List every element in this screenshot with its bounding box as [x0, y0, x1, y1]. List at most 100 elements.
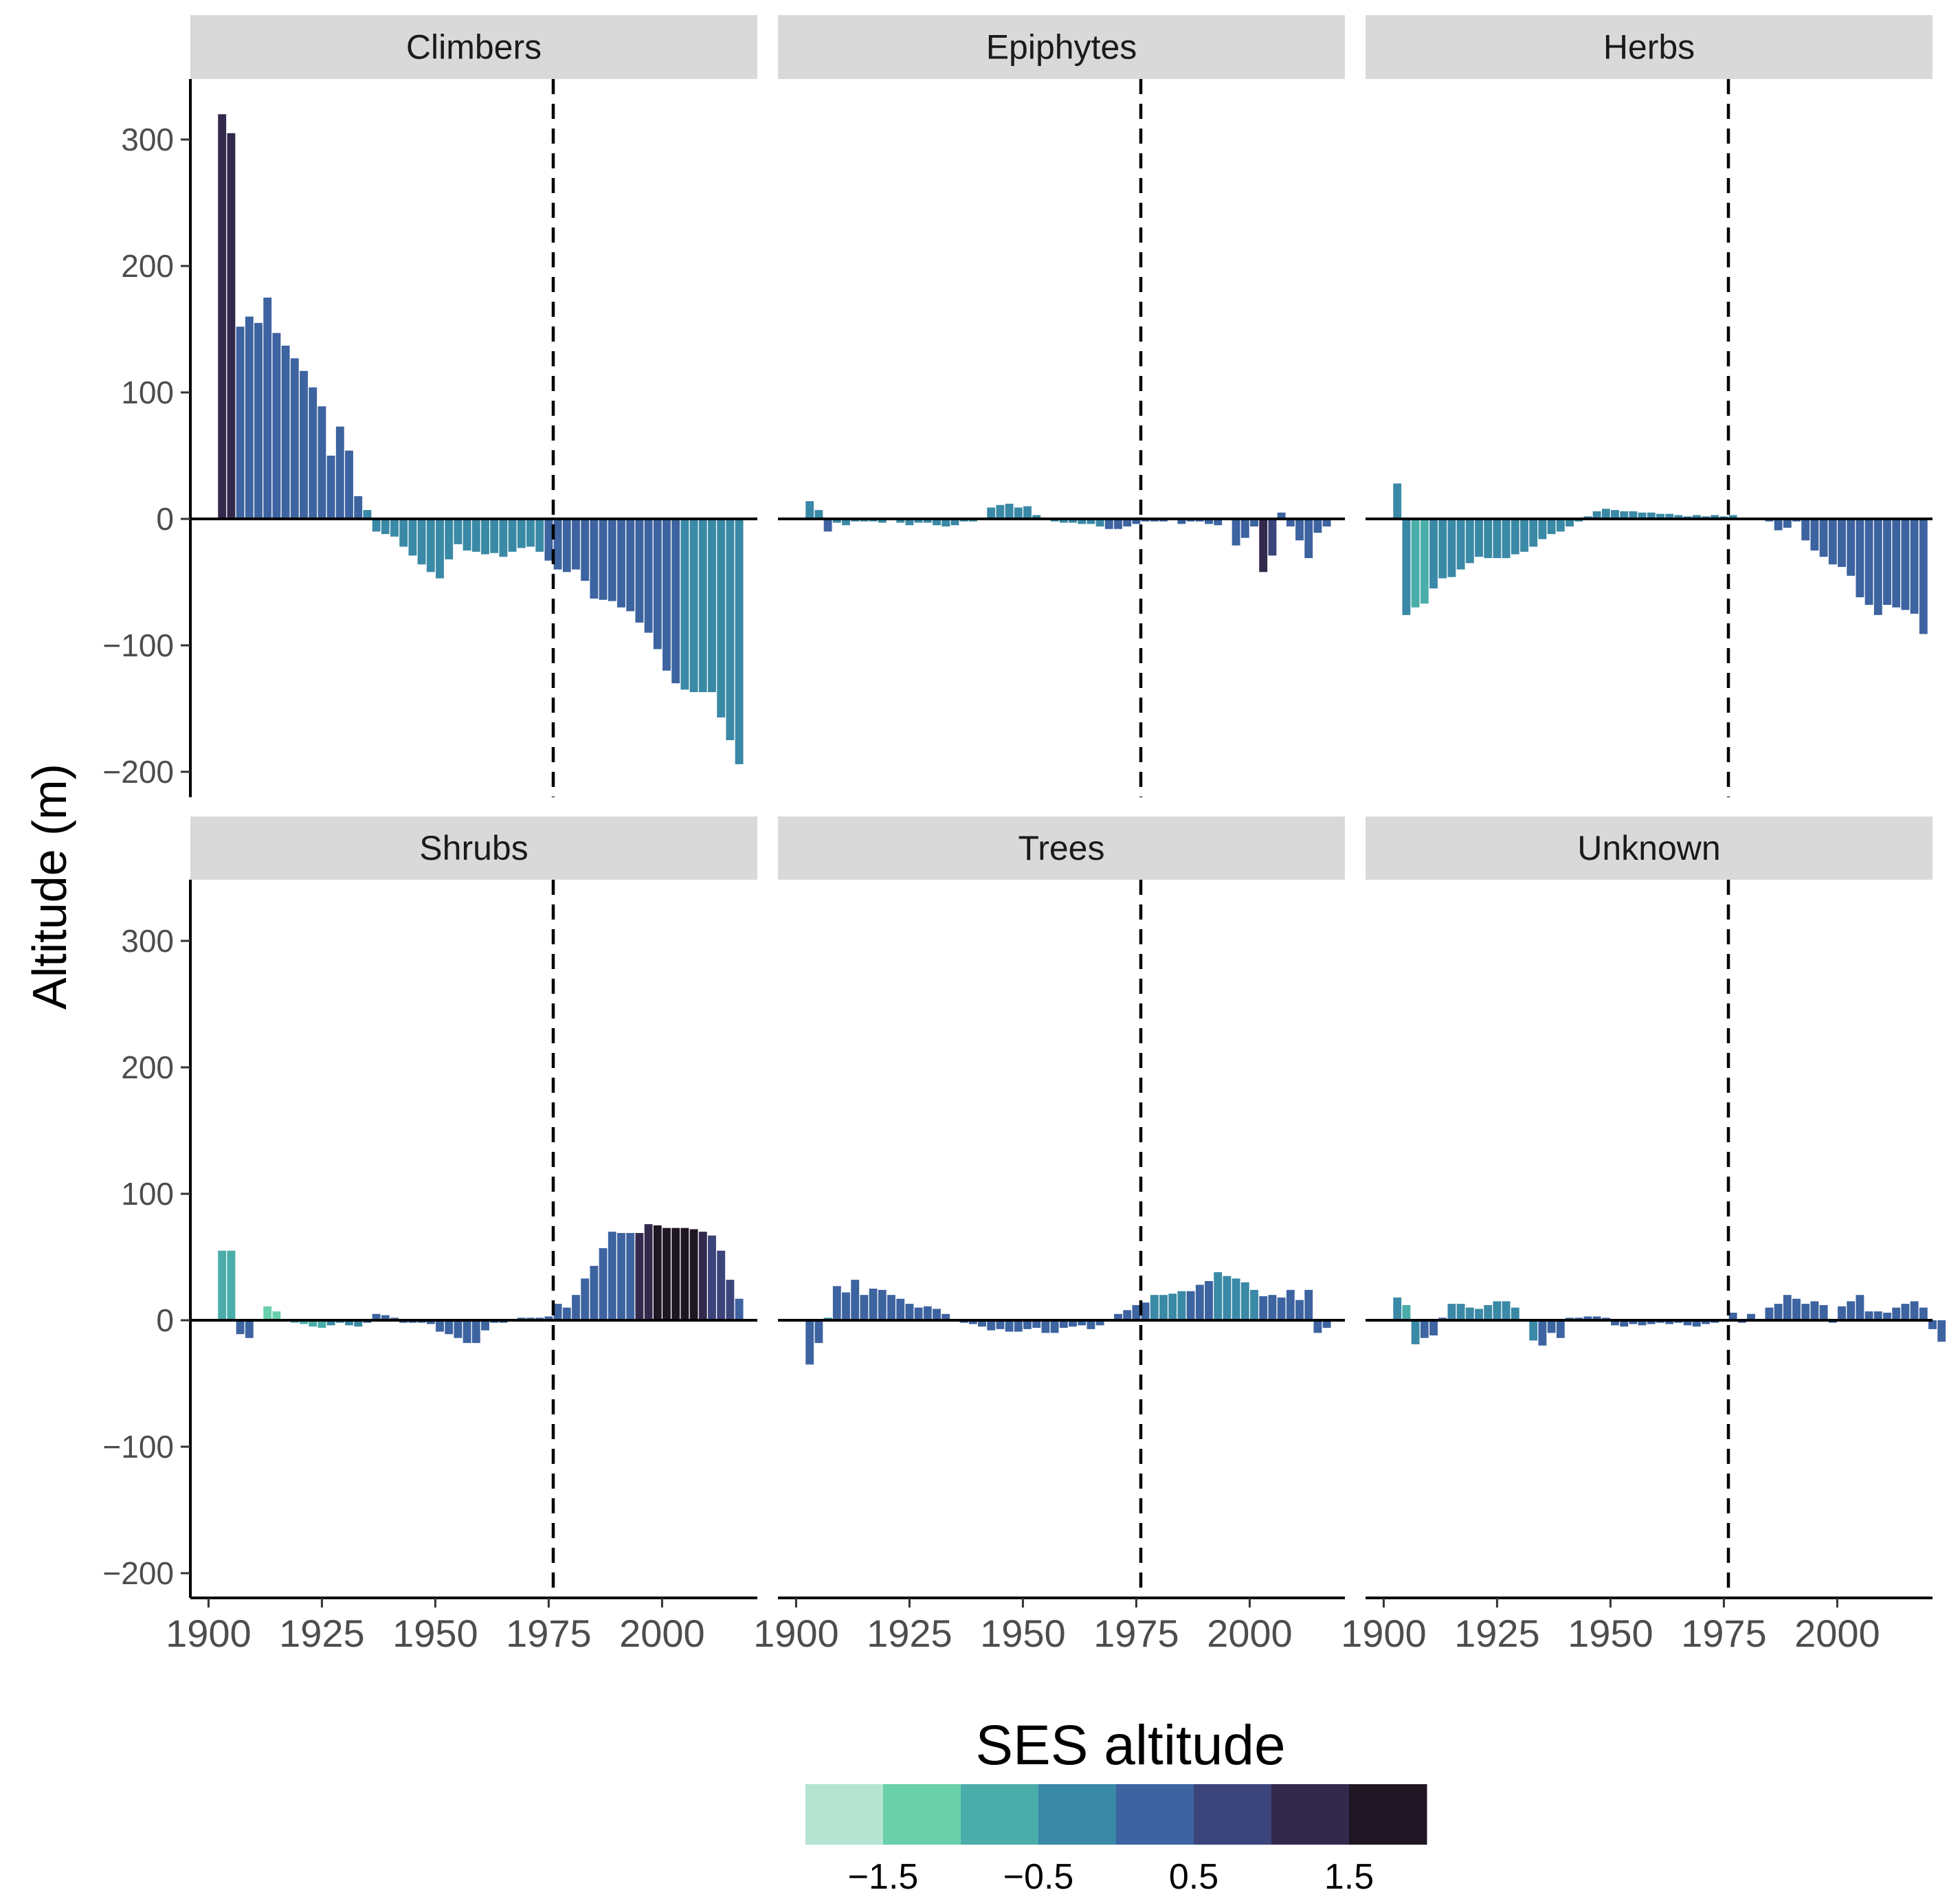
bar-trees: [1132, 1304, 1141, 1320]
bar-climbers: [680, 519, 689, 690]
bar-unknown: [1901, 1304, 1910, 1320]
legend-color-bin: [1349, 1784, 1427, 1845]
legend-tick-label: −0.5: [1003, 1857, 1074, 1897]
y-tick-label: 0: [156, 1302, 174, 1338]
y-tick-label: 0: [156, 501, 174, 537]
bar-trees: [1304, 1289, 1313, 1320]
bar-unknown: [1456, 1304, 1465, 1320]
bar-shrubs: [227, 1250, 236, 1320]
bar-herbs: [1665, 513, 1674, 519]
bar-climbers: [535, 519, 544, 552]
legend-color-bin: [805, 1784, 884, 1845]
bar-herbs: [1538, 519, 1547, 540]
facet-label-shrubs: Shrubs: [419, 829, 528, 867]
bar-climbers: [671, 519, 680, 684]
bar-shrubs: [735, 1298, 744, 1320]
bar-trees: [896, 1298, 905, 1320]
x-tick-label: 1925: [867, 1612, 953, 1655]
bar-shrubs: [644, 1224, 653, 1320]
bar-climbers: [326, 456, 335, 519]
bar-unknown: [1864, 1311, 1873, 1320]
bar-trees: [905, 1304, 914, 1320]
bar-trees: [914, 1307, 923, 1320]
bar-unknown: [1910, 1301, 1919, 1320]
bar-unknown: [1883, 1312, 1891, 1320]
bar-unknown: [1411, 1320, 1420, 1344]
bar-climbers: [553, 519, 562, 570]
bar-shrubs: [653, 1225, 662, 1320]
bar-unknown: [1547, 1320, 1556, 1333]
facet-strip-unknown: [1366, 816, 1933, 880]
bar-climbers: [626, 519, 635, 612]
legend-color-bin: [883, 1784, 961, 1845]
facet-label-epiphytes: Epiphytes: [986, 28, 1137, 67]
bar-trees: [1168, 1293, 1177, 1320]
bar-climbers: [236, 326, 245, 519]
bar-shrubs: [717, 1250, 726, 1320]
bar-shrubs: [436, 1320, 444, 1332]
x-tick-label: 1900: [166, 1612, 252, 1655]
bar-trees: [1195, 1285, 1204, 1320]
y-tick-label: 100: [121, 1176, 174, 1212]
bar-herbs: [1638, 512, 1647, 519]
bar-unknown: [1692, 1320, 1701, 1327]
x-tick-label: 1950: [392, 1612, 478, 1655]
bar-epiphytes: [1259, 519, 1268, 572]
bar-unknown: [1937, 1320, 1946, 1342]
bar-unknown: [1892, 1307, 1901, 1320]
bar-climbers: [471, 519, 480, 552]
bar-herbs: [1883, 519, 1891, 605]
x-tick-label: 2000: [1794, 1612, 1880, 1655]
bar-shrubs: [318, 1320, 326, 1329]
bar-herbs: [1529, 519, 1538, 547]
bar-unknown: [1556, 1320, 1565, 1338]
bar-shrubs: [726, 1280, 735, 1320]
x-tick-label: 1975: [506, 1612, 592, 1655]
bar-climbers: [290, 358, 299, 519]
bar-climbers: [590, 519, 599, 599]
bar-epiphytes: [942, 519, 950, 527]
bar-herbs: [1502, 519, 1511, 559]
bar-unknown: [1792, 1298, 1801, 1320]
bar-epiphytes: [1078, 519, 1087, 524]
y-tick-label: 300: [121, 923, 174, 959]
bar-unknown: [1928, 1320, 1937, 1329]
facet-strip-herbs: [1366, 15, 1933, 79]
bar-trees: [1095, 1320, 1104, 1326]
bar-climbers: [644, 519, 653, 633]
bar-herbs: [1393, 483, 1402, 519]
bar-trees: [1069, 1320, 1077, 1327]
bar-herbs: [1447, 519, 1456, 577]
bar-climbers: [689, 519, 698, 693]
bar-shrubs: [481, 1320, 489, 1331]
bar-unknown: [1765, 1307, 1774, 1320]
bar-shrubs: [471, 1320, 480, 1344]
bar-herbs: [1819, 519, 1828, 557]
bar-trees: [1250, 1289, 1258, 1320]
bar-shrubs: [300, 1320, 308, 1324]
bar-unknown: [1529, 1320, 1538, 1341]
bar-herbs: [1493, 519, 1502, 559]
bar-herbs: [1547, 519, 1556, 535]
facet-label-trees: Trees: [1018, 829, 1105, 867]
bar-unknown: [1511, 1307, 1519, 1320]
bar-trees: [1014, 1320, 1023, 1332]
bar-trees: [1322, 1320, 1331, 1329]
bar-herbs: [1566, 519, 1574, 527]
bar-herbs: [1601, 509, 1610, 519]
bar-unknown: [1801, 1304, 1810, 1320]
bar-unknown: [1502, 1301, 1511, 1320]
bar-herbs: [1402, 519, 1411, 615]
bar-shrubs: [689, 1229, 698, 1320]
bar-shrubs: [354, 1320, 363, 1327]
bar-climbers: [390, 519, 399, 537]
bar-climbers: [399, 519, 408, 547]
bar-climbers: [445, 519, 454, 559]
bar-shrubs: [562, 1307, 571, 1320]
bar-epiphytes: [1304, 519, 1313, 559]
bar-epiphytes: [878, 519, 887, 523]
bar-trees: [1032, 1320, 1041, 1329]
bar-climbers: [254, 322, 263, 519]
x-tick-label: 1900: [753, 1612, 839, 1655]
